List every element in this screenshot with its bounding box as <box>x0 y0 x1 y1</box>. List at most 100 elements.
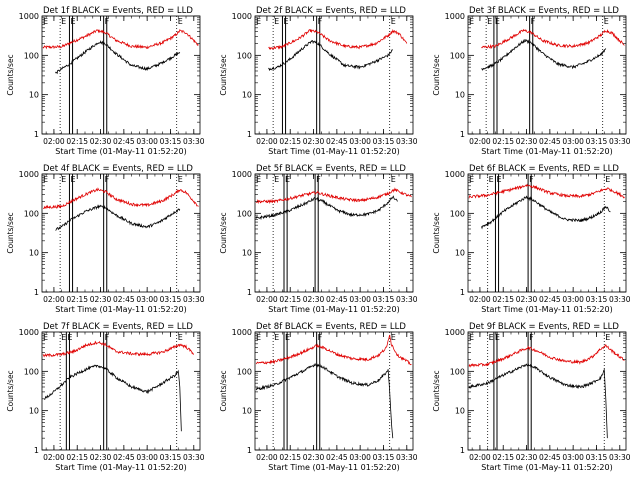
y-tick-label: 1000 <box>232 170 252 179</box>
marker-label: E <box>61 175 66 184</box>
panel-title: Det 9f BLACK = Events, RED = LLD <box>469 322 619 332</box>
x-tick-label: 02:30 <box>303 137 325 146</box>
marker-label: F <box>318 333 323 342</box>
y-tick-label: 1 <box>247 288 252 297</box>
marker-label: E <box>285 333 290 342</box>
y-axis-label: Counts/sec <box>219 212 228 253</box>
x-axis-label: Start Time (01-May-11 01:52:20) <box>55 147 186 156</box>
y-tick-label: 10 <box>29 249 39 258</box>
x-tick-label: 03:00 <box>349 295 371 304</box>
marker-label: E <box>469 17 474 26</box>
y-tick-label: 1 <box>34 288 39 297</box>
series-lld-line <box>468 343 625 368</box>
y-tick-label: 1 <box>34 446 39 455</box>
marker-label: F <box>316 175 321 184</box>
y-tick-label: 1000 <box>19 170 39 179</box>
panel-title: Det 1f BLACK = Events, RED = LLD <box>43 6 193 16</box>
y-tick-label: 10 <box>29 91 39 100</box>
series-lld-line <box>42 340 195 358</box>
marker-label: E <box>285 175 290 184</box>
panel-title: Det 4f BLACK = Events, RED = LLD <box>43 164 193 174</box>
panel-title: Det 3f BLACK = Events, RED = LLD <box>469 6 619 16</box>
x-tick-label: 03:15 <box>373 453 395 462</box>
y-tick-label: 1000 <box>232 328 252 337</box>
marker-label: E <box>469 333 474 342</box>
series-events-line <box>255 195 398 221</box>
x-tick-label: 02:45 <box>539 453 561 462</box>
marker-label: F <box>318 17 323 26</box>
series-events-line <box>55 204 181 231</box>
marker-label: E <box>61 333 66 342</box>
series-events-line <box>255 362 394 439</box>
x-tick-label: 02:15 <box>492 295 514 304</box>
x-tick-label: 03:15 <box>586 453 608 462</box>
y-tick-label: 1 <box>460 446 465 455</box>
marker-label: E <box>496 175 501 184</box>
x-tick-label: 03:00 <box>136 453 158 462</box>
x-tick-label: 02:00 <box>43 453 65 462</box>
y-tick-label: 100 <box>450 51 465 60</box>
x-axis-label: Start Time (01-May-11 01:52:20) <box>268 147 399 156</box>
marker-label: E <box>61 17 66 26</box>
x-tick-label: 02:30 <box>516 453 538 462</box>
marker-label: E <box>43 175 48 184</box>
x-tick-label: 03:30 <box>609 453 631 462</box>
x-tick-label: 02:15 <box>492 453 514 462</box>
series-events-line <box>55 40 181 75</box>
panel-det-3f: Det 3f BLACK = Events, RED = LLD Counts/s… <box>432 6 631 156</box>
plot-frame <box>254 331 414 451</box>
x-tick-label: 03:30 <box>396 137 418 146</box>
x-tick-label: 02:00 <box>43 295 65 304</box>
x-axis-label: Start Time (01-May-11 01:52:20) <box>268 305 399 314</box>
plot-area <box>42 174 199 292</box>
panel-det-7f: Det 7f BLACK = Events, RED = LLD Counts/s… <box>6 322 205 472</box>
y-tick-label: 100 <box>24 51 39 60</box>
y-tick-label: 1 <box>247 446 252 455</box>
series-lld-line <box>255 334 412 366</box>
series-events-line <box>481 39 607 71</box>
x-tick-label: 02:45 <box>113 295 135 304</box>
x-tick-label: 02:30 <box>516 295 538 304</box>
x-tick-label: 02:30 <box>303 295 325 304</box>
series-lld-line <box>255 187 412 205</box>
marker-label: E <box>283 17 288 26</box>
plot-area <box>42 16 199 134</box>
panel-title: Det 8f BLACK = Events, RED = LLD <box>256 322 406 332</box>
plot-area <box>468 174 625 292</box>
marker-label: F <box>529 333 534 342</box>
x-tick-label: 03:30 <box>183 137 205 146</box>
marker-label: E <box>67 333 72 342</box>
y-tick-label: 1 <box>34 130 39 139</box>
y-tick-label: 100 <box>450 209 465 218</box>
marker-label: E <box>256 333 261 342</box>
x-axis-label: Start Time (01-May-11 01:52:20) <box>268 463 399 472</box>
y-axis-label: Counts/sec <box>432 370 441 411</box>
marker-label: E <box>274 17 279 26</box>
y-axis-label: Counts/sec <box>219 370 228 411</box>
panel-title: Det 5f BLACK = Events, RED = LLD <box>256 164 406 174</box>
marker-label: E <box>178 333 183 342</box>
x-tick-label: 03:30 <box>609 137 631 146</box>
x-tick-label: 03:15 <box>586 137 608 146</box>
x-tick-label: 03:30 <box>396 295 418 304</box>
x-tick-label: 02:15 <box>66 295 88 304</box>
marker-label: E <box>256 175 261 184</box>
x-tick-label: 02:00 <box>256 453 278 462</box>
y-tick-label: 100 <box>24 209 39 218</box>
x-axis-label: Start Time (01-May-11 01:52:20) <box>481 147 612 156</box>
marker-label: E <box>391 333 396 342</box>
panel-det-9f: Det 9f BLACK = Events, RED = LLD Counts/s… <box>432 322 631 472</box>
x-tick-label: 03:15 <box>160 453 182 462</box>
marker-label: E <box>274 175 279 184</box>
x-axis-label: Start Time (01-May-11 01:52:20) <box>481 305 612 314</box>
marker-label: F <box>531 17 536 26</box>
y-tick-label: 1000 <box>19 12 39 21</box>
marker-label: E <box>43 17 48 26</box>
marker-label: F <box>529 175 534 184</box>
marker-label: E <box>495 17 500 26</box>
series-events-line <box>468 362 608 439</box>
y-tick-label: 1 <box>247 130 252 139</box>
x-tick-label: 03:00 <box>562 295 584 304</box>
plot-frame <box>254 173 414 293</box>
x-tick-label: 03:15 <box>373 295 395 304</box>
